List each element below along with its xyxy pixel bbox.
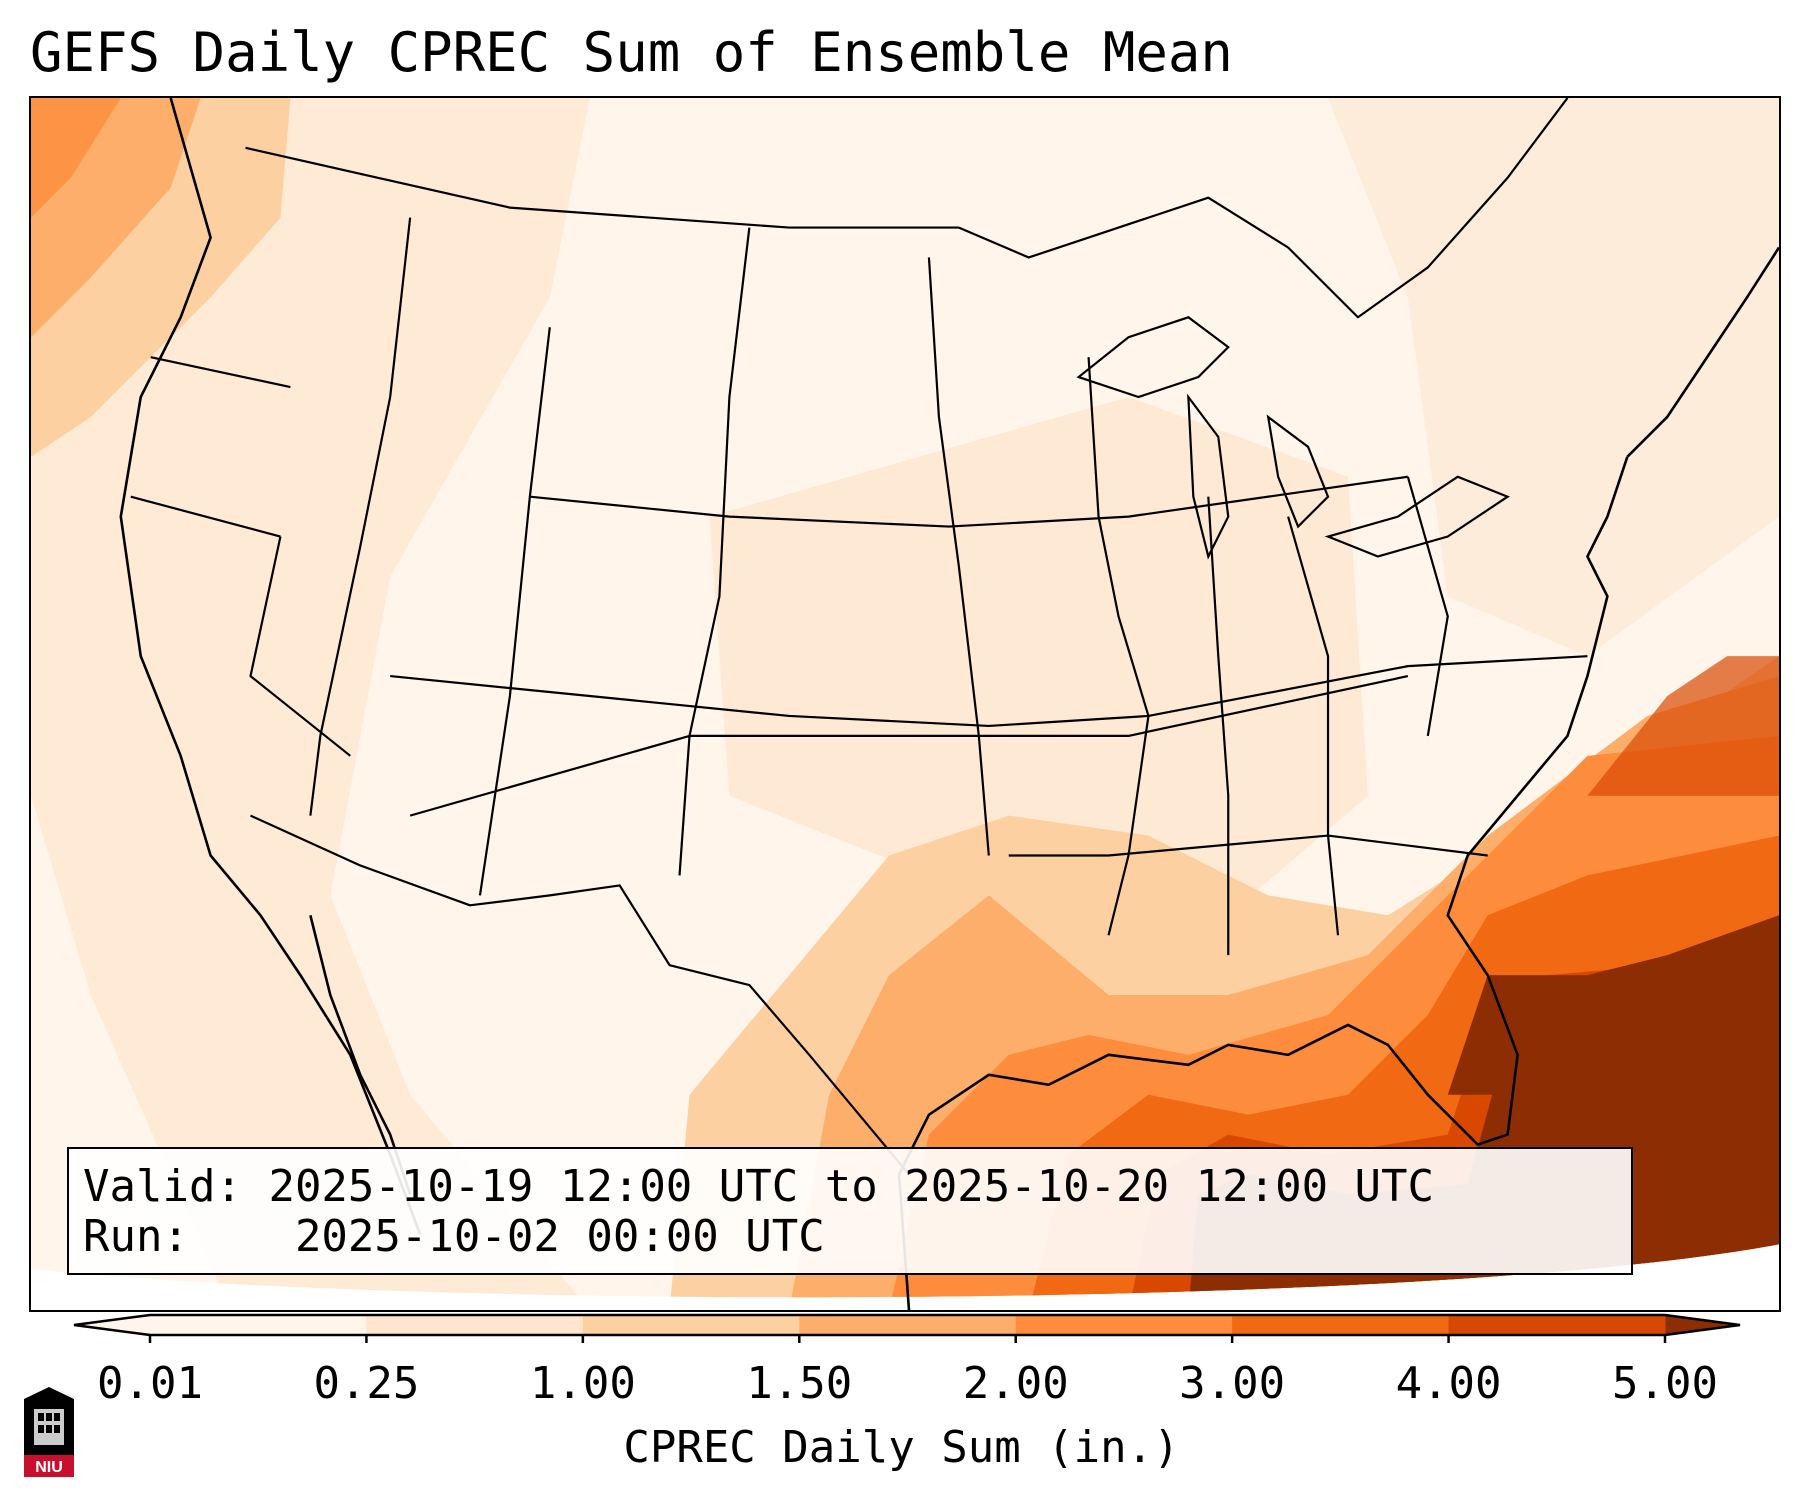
colorbar-extend-low	[74, 1315, 150, 1335]
gulf-coast	[897, 456, 1629, 1310]
border-central-west	[478, 327, 551, 896]
lake-erie-ontario	[1324, 475, 1510, 558]
colorbar-segment	[366, 1315, 584, 1335]
run-label: Run:	[83, 1211, 189, 1262]
lake-michigan	[1187, 393, 1230, 560]
west-coast	[119, 98, 422, 1235]
run-text: 2025-10-02 00:00 UTC	[294, 1211, 825, 1262]
border-central	[678, 227, 751, 876]
coastlines	[119, 98, 1779, 1310]
colorbar-tick-label: 2.00	[962, 1358, 1069, 1409]
info-box: Valid: 2025-10-19 12:00 UTC to 2025-10-2…	[67, 1147, 1633, 1275]
valid-line: Valid: 2025-10-19 12:00 UTC to 2025-10-2…	[83, 1161, 1434, 1213]
lake-huron	[1266, 414, 1330, 529]
border-canada-great-lakes	[958, 98, 1569, 319]
colorbar-tick-label: 1.50	[746, 1358, 853, 1409]
field-light-east	[1328, 98, 1779, 657]
map-title: GEFS Daily CPREC Sum of Ensemble Mean	[30, 21, 1233, 84]
great-lakes	[1076, 316, 1510, 560]
field-light-west	[31, 98, 590, 1298]
colorbar-segment	[1448, 1315, 1666, 1335]
colorbar-tick-label: 5.00	[1612, 1358, 1718, 1409]
border-california-oregon	[130, 495, 281, 538]
border-lat-north	[529, 475, 1409, 528]
field-light-central	[709, 397, 1368, 916]
colorbar-extend-high	[1665, 1315, 1740, 1335]
border-mexico	[250, 814, 910, 1176]
state-borders	[130, 98, 1588, 1176]
colorbar-tick-label: 0.25	[313, 1358, 420, 1409]
colorbar-tick-label: 3.00	[1179, 1358, 1286, 1409]
border-rockies	[309, 217, 412, 816]
border-california-nevada	[249, 536, 351, 757]
colorbar-segment	[1015, 1315, 1233, 1335]
colorbar	[73, 1313, 1741, 1343]
border-lat-south	[409, 675, 1409, 817]
colorbar-label: CPREC Daily Sum (in.)	[623, 1422, 1180, 1473]
border-oregon-north	[150, 356, 291, 389]
border-lat-gulfstates	[1008, 834, 1488, 857]
border-canada-west	[245, 146, 959, 229]
colorbar-tick-label: 1.00	[529, 1358, 636, 1409]
border-appalachia	[1406, 476, 1449, 737]
colorbar-tick-label: 0.01	[97, 1358, 203, 1409]
field-pnw-very-heavy	[31, 98, 121, 218]
university-tower-icon: NIU	[24, 1387, 74, 1477]
colorbar-segment	[582, 1315, 800, 1335]
colorbar-segment	[799, 1315, 1017, 1335]
run-line: Run: 2025-10-02 00:00 UTC	[83, 1211, 825, 1263]
logo-text: NIU	[35, 1459, 63, 1476]
border-east	[1207, 496, 1230, 956]
border-plains	[927, 257, 990, 856]
precip-map	[31, 98, 1779, 1310]
northeast-coast	[1626, 246, 1779, 458]
colorbar-segment	[150, 1315, 367, 1335]
border-southeast	[1287, 516, 1340, 936]
field-atlantic-extreme	[1587, 656, 1779, 796]
colorbar-segment	[1232, 1315, 1450, 1335]
colorbar-tick-label: 4.00	[1395, 1358, 1502, 1409]
valid-label: Valid:	[83, 1161, 242, 1212]
border-mississippi	[1087, 357, 1150, 936]
valid-text: 2025-10-19 12:00 UTC to 2025-10-20 12:00…	[268, 1161, 1435, 1212]
map-panel	[29, 96, 1781, 1312]
lake-superior	[1076, 316, 1230, 399]
border-lat-mid	[390, 655, 1588, 728]
field-florida-max	[1447, 915, 1779, 1095]
